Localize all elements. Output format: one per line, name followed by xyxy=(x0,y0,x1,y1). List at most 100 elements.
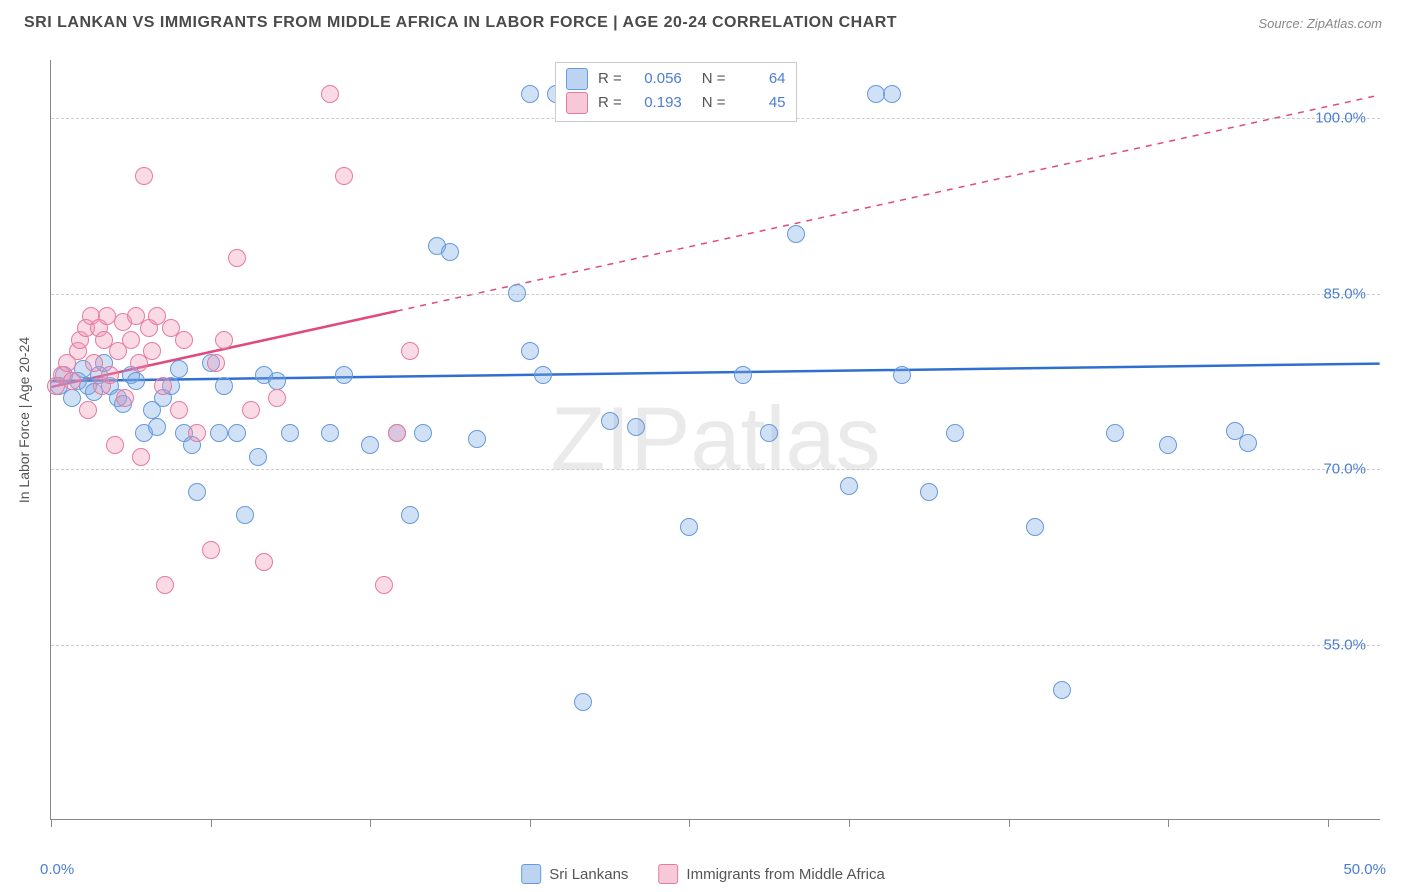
data-point xyxy=(116,389,134,407)
data-point xyxy=(175,331,193,349)
data-point xyxy=(215,331,233,349)
gridline xyxy=(51,469,1380,470)
corr-legend-row: R =0.056N =64 xyxy=(566,67,786,91)
data-point xyxy=(920,483,938,501)
data-point xyxy=(840,477,858,495)
legend-label: Immigrants from Middle Africa xyxy=(686,866,884,883)
data-point xyxy=(170,401,188,419)
x-axis-max-label: 50.0% xyxy=(1343,861,1386,878)
data-point xyxy=(154,377,172,395)
data-point xyxy=(401,342,419,360)
data-point xyxy=(132,448,150,466)
x-tick xyxy=(370,819,371,827)
chart-title: SRI LANKAN VS IMMIGRANTS FROM MIDDLE AFR… xyxy=(24,14,897,32)
x-tick xyxy=(1168,819,1169,827)
data-point xyxy=(627,418,645,436)
data-point xyxy=(508,284,526,302)
data-point xyxy=(521,85,539,103)
data-point xyxy=(335,167,353,185)
x-tick xyxy=(530,819,531,827)
legend-swatch xyxy=(521,864,541,884)
x-tick xyxy=(51,819,52,827)
data-point xyxy=(441,243,459,261)
data-point xyxy=(268,372,286,390)
watermark: ZIPatlas xyxy=(550,388,880,491)
data-point xyxy=(101,366,119,384)
data-point xyxy=(401,506,419,524)
data-point xyxy=(188,424,206,442)
x-tick xyxy=(211,819,212,827)
data-point xyxy=(321,85,339,103)
data-point xyxy=(249,448,267,466)
data-point xyxy=(760,424,778,442)
data-point xyxy=(893,366,911,384)
data-point xyxy=(228,249,246,267)
y-axis-label: In Labor Force | Age 20-24 xyxy=(16,337,32,503)
legend-item: Immigrants from Middle Africa xyxy=(658,864,884,884)
data-point xyxy=(468,430,486,448)
data-point xyxy=(534,366,552,384)
legend-swatch xyxy=(658,864,678,884)
gridline xyxy=(51,294,1380,295)
data-point xyxy=(106,436,124,454)
data-point xyxy=(242,401,260,419)
data-point xyxy=(268,389,286,407)
data-point xyxy=(215,377,233,395)
r-value: 0.193 xyxy=(632,91,682,115)
data-point xyxy=(207,354,225,372)
x-tick xyxy=(689,819,690,827)
data-point xyxy=(127,372,145,390)
data-point xyxy=(601,412,619,430)
data-point xyxy=(680,518,698,536)
data-point xyxy=(375,576,393,594)
data-point xyxy=(236,506,254,524)
y-tick-label: 85.0% xyxy=(1323,285,1366,302)
data-point xyxy=(787,225,805,243)
source-attribution: Source: ZipAtlas.com xyxy=(1258,16,1382,31)
data-point xyxy=(188,483,206,501)
data-point xyxy=(1106,424,1124,442)
data-point xyxy=(281,424,299,442)
data-point xyxy=(79,401,97,419)
x-tick xyxy=(849,819,850,827)
data-point xyxy=(1239,434,1257,452)
data-point xyxy=(170,360,188,378)
data-point xyxy=(1053,681,1071,699)
data-point xyxy=(1026,518,1044,536)
data-point xyxy=(228,424,246,442)
data-point xyxy=(255,553,273,571)
data-point xyxy=(85,354,103,372)
y-tick-label: 55.0% xyxy=(1323,636,1366,653)
data-point xyxy=(1159,436,1177,454)
data-point xyxy=(63,389,81,407)
data-point xyxy=(946,424,964,442)
data-point xyxy=(321,424,339,442)
n-label: N = xyxy=(702,91,726,115)
r-label: R = xyxy=(598,91,622,115)
n-value: 45 xyxy=(736,91,786,115)
data-point xyxy=(734,366,752,384)
data-point xyxy=(883,85,901,103)
trend-lines xyxy=(51,60,1380,819)
x-tick xyxy=(1328,819,1329,827)
series-legend: Sri LankansImmigrants from Middle Africa xyxy=(521,864,885,884)
data-point xyxy=(122,331,140,349)
corr-legend-row: R = 0.193 N = 45 xyxy=(566,91,786,115)
y-tick-label: 100.0% xyxy=(1315,110,1366,127)
data-point xyxy=(521,342,539,360)
correlation-legend: R =0.056N =64R =0.193N =45 xyxy=(555,62,797,122)
n-value: 64 xyxy=(736,67,786,91)
data-point xyxy=(388,424,406,442)
data-point xyxy=(135,167,153,185)
data-point xyxy=(574,693,592,711)
legend-swatch xyxy=(566,68,588,90)
x-tick xyxy=(1009,819,1010,827)
r-label: R = xyxy=(598,67,622,91)
n-label: N = xyxy=(702,67,726,91)
data-point xyxy=(63,372,81,390)
gridline xyxy=(51,645,1380,646)
data-point xyxy=(210,424,228,442)
data-point xyxy=(148,418,166,436)
x-axis-min-label: 0.0% xyxy=(40,861,74,878)
scatter-plot-area: ZIPatlas 55.0%70.0%85.0%100.0% xyxy=(50,60,1380,820)
